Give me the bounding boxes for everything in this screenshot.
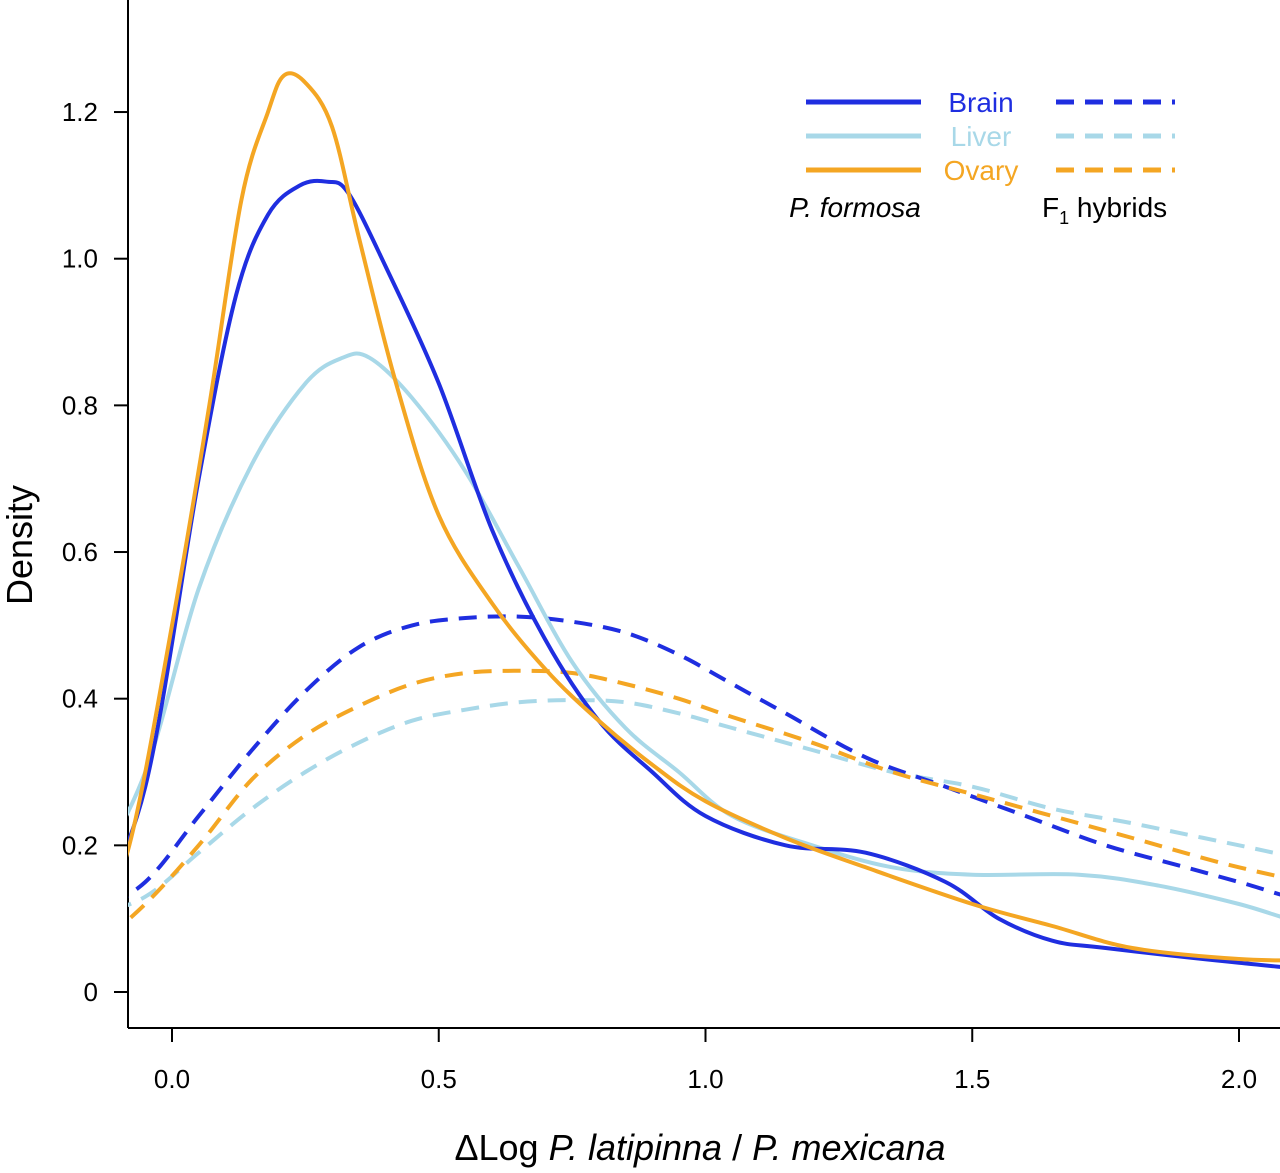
series-line-liver-p-formosa xyxy=(128,351,1280,919)
series-line-liver-f1-hybrids xyxy=(128,698,1280,908)
legend-label-ovary: Ovary xyxy=(944,155,1019,186)
legend-caption-p-formosa: P. formosa xyxy=(789,192,921,223)
y-axis-ticks: 0 0.2 0.4 0.6 0.8 1.0 1.2 xyxy=(62,97,128,1007)
y-tick-label: 0.6 xyxy=(62,537,98,567)
x-tick-label: 1.5 xyxy=(954,1064,990,1094)
series-line-ovary-p-formosa xyxy=(128,71,1280,963)
x-tick-label: 0.0 xyxy=(154,1064,190,1094)
legend-caption-subscript: 1 xyxy=(1059,208,1069,228)
y-tick-label: 0.2 xyxy=(62,830,98,860)
x-tick-label: 0.5 xyxy=(421,1064,457,1094)
y-tick-label: 0 xyxy=(84,977,98,1007)
x-axis-title-species2: P. mexicana xyxy=(752,1127,945,1168)
y-tick-label: 0.4 xyxy=(62,684,98,714)
legend-caption-rest: hybrids xyxy=(1069,192,1167,223)
plot-area xyxy=(127,0,1280,1029)
y-tick-label: 0.8 xyxy=(62,390,98,420)
series-line-ovary-f1-hybrids xyxy=(128,668,1280,923)
x-axis-title-species1: P. latipinna xyxy=(549,1127,722,1168)
legend-caption-f: F xyxy=(1042,192,1059,223)
x-axis-ticks: 0.00.51.01.52.02.53.03.54.0 xyxy=(154,1028,1257,1094)
x-tick-label: 1.0 xyxy=(687,1064,723,1094)
legend-caption-f1-hybrids: F1 hybrids xyxy=(1042,192,1167,228)
series-line-brain-f1-hybrids xyxy=(128,614,1280,898)
x-axis-title: ΔLog P. latipinna / P. mexicana xyxy=(454,1127,945,1168)
x-tick-label: 2.0 xyxy=(1221,1064,1257,1094)
legend-label-liver: Liver xyxy=(951,121,1012,152)
y-tick-label: 1.2 xyxy=(62,97,98,127)
x-axis-title-prefix: ΔLog xyxy=(454,1127,548,1168)
y-tick-label: 1.0 xyxy=(62,244,98,274)
series-layer xyxy=(128,71,1280,969)
legend-label-brain: Brain xyxy=(948,87,1013,118)
y-axis-title: Density xyxy=(0,485,40,605)
series-line-brain-p-formosa xyxy=(128,178,1280,969)
x-axis-title-sep: / xyxy=(722,1127,752,1168)
